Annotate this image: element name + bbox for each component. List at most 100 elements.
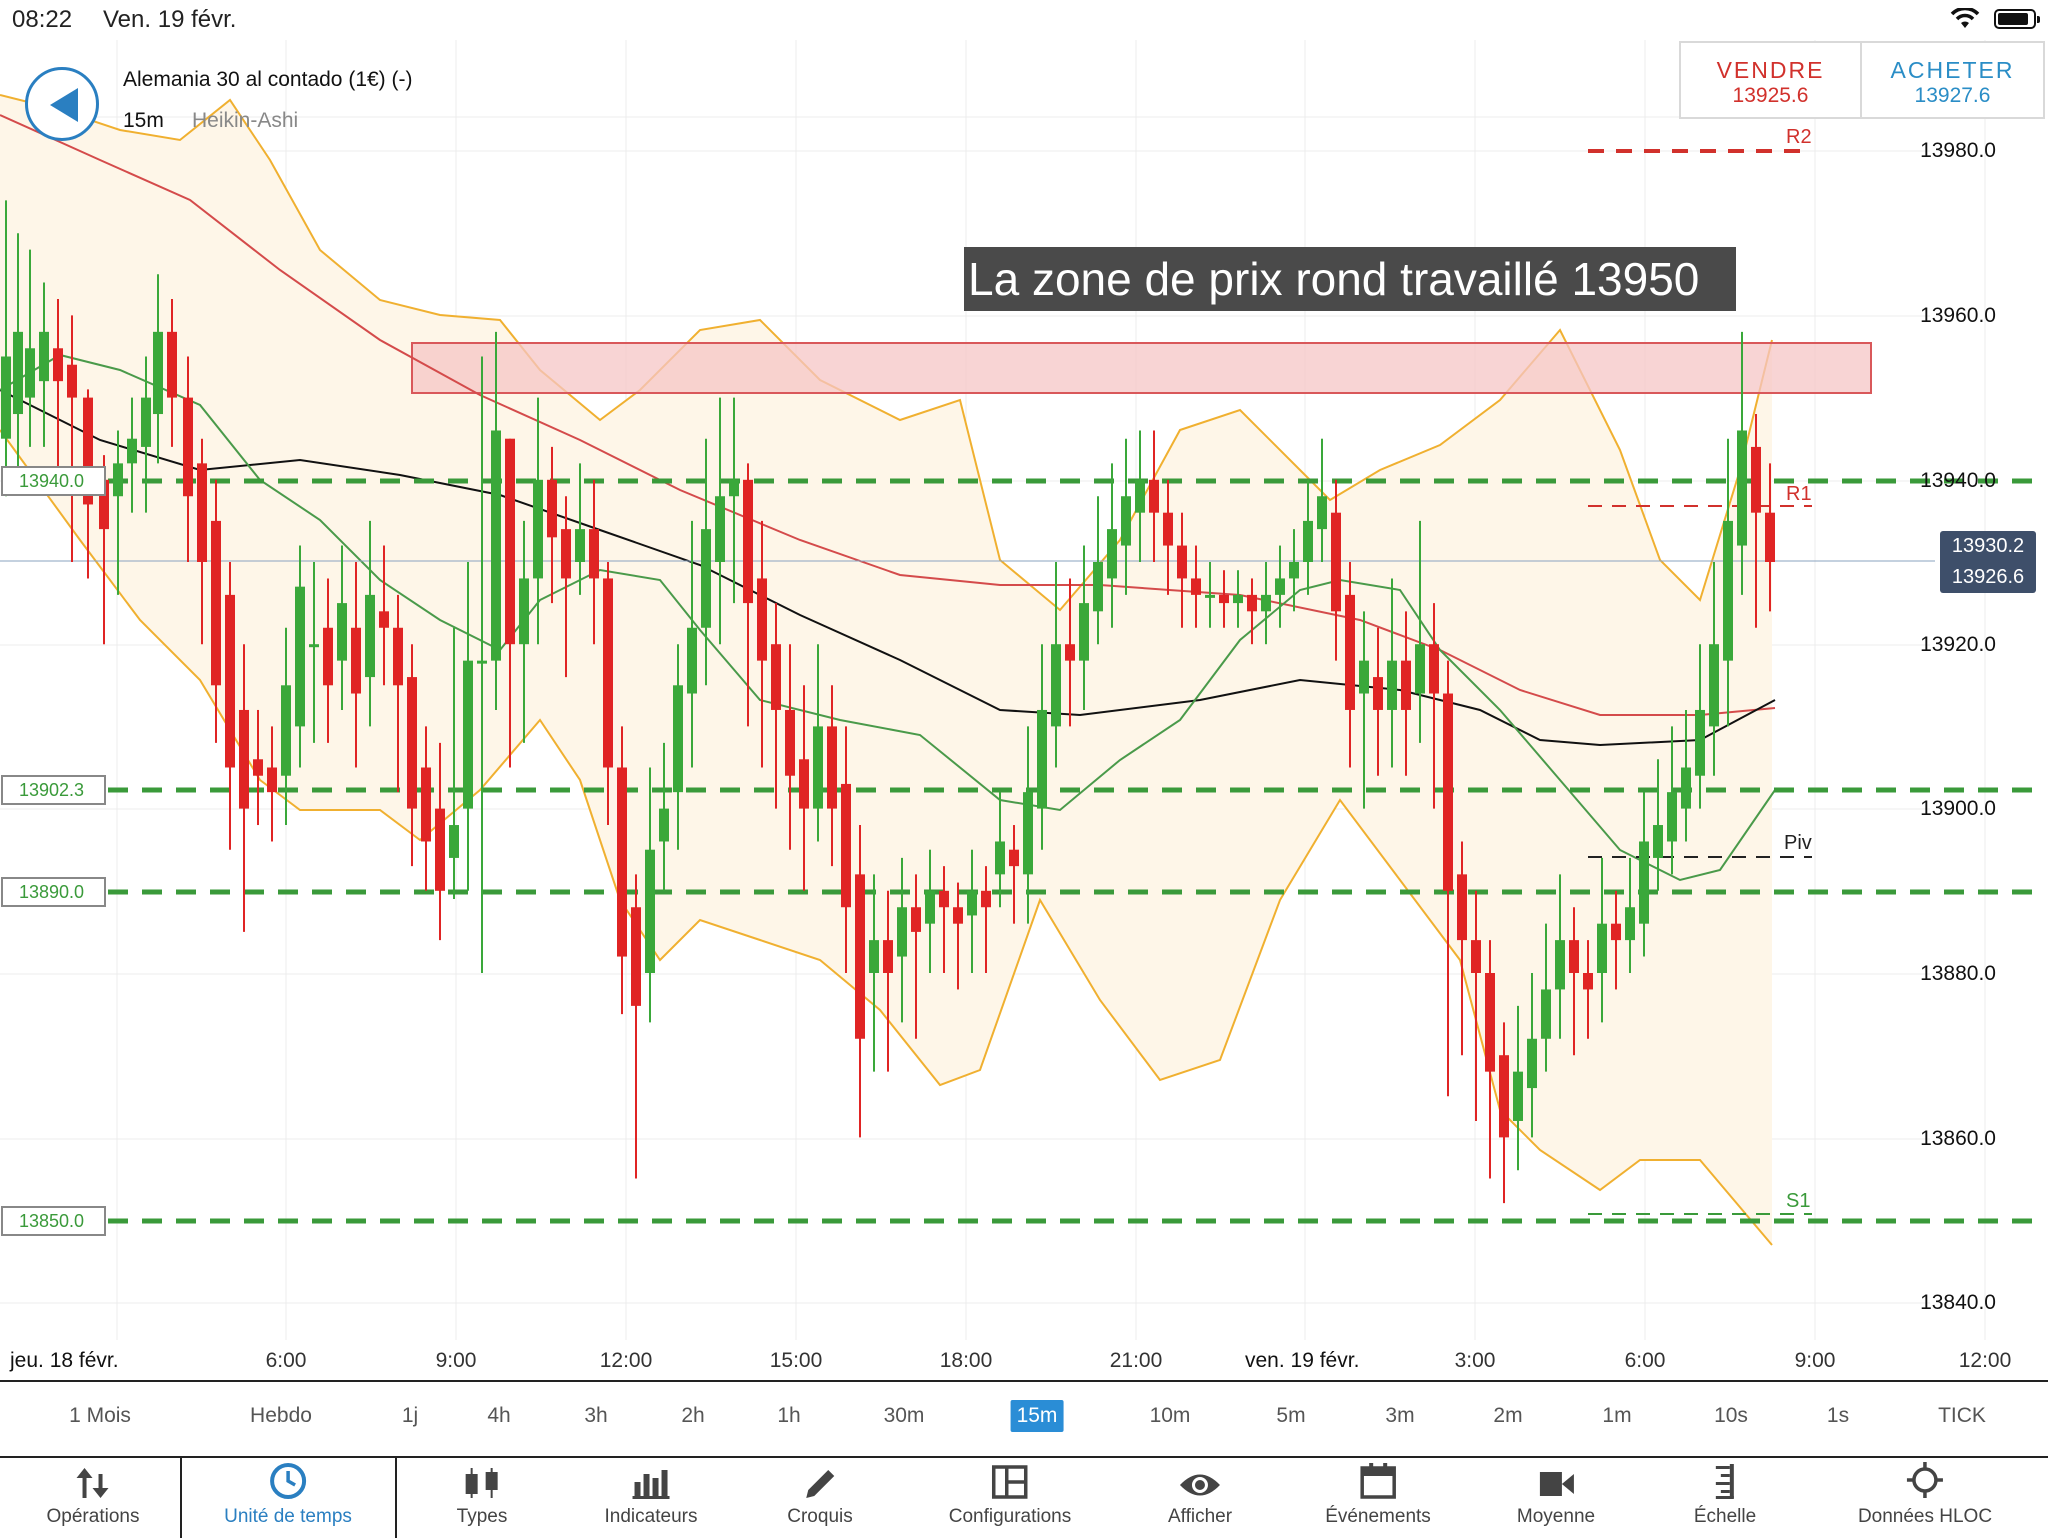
chart-type-label: Heikin-Ashi xyxy=(192,109,299,132)
interval-3m[interactable]: 3m xyxy=(1385,1404,1415,1427)
candle-body xyxy=(1191,578,1201,595)
level-box[interactable]: 13902.3 xyxy=(1,775,106,805)
price-chart[interactable] xyxy=(0,0,2048,1380)
candle-body xyxy=(1457,874,1467,941)
candles-icon xyxy=(465,1468,498,1498)
hloc-data-button[interactable]: Données HLOC xyxy=(1858,1458,1992,1538)
sketch-label: Croquis xyxy=(787,1506,853,1527)
candle-body xyxy=(1415,644,1425,694)
candle-body xyxy=(1121,496,1131,546)
interval-4h[interactable]: 4h xyxy=(487,1404,511,1427)
level-box[interactable]: 13850.0 xyxy=(1,1206,106,1236)
display-label: Afficher xyxy=(1167,1506,1233,1527)
scale-button[interactable]: Échelle xyxy=(1694,1458,1756,1538)
candle-body xyxy=(1765,512,1775,562)
wifi-icon xyxy=(1950,6,1980,35)
interval-30m[interactable]: 30m xyxy=(883,1404,925,1427)
candle-body xyxy=(407,677,417,809)
hloc-data-label: Données HLOC xyxy=(1857,1506,1993,1527)
date-label: ven. 19 févr. xyxy=(1245,1349,1360,1372)
candle-body xyxy=(1373,677,1383,710)
interval-2h[interactable]: 2h xyxy=(681,1404,705,1427)
candle-body xyxy=(1583,973,1593,990)
pivot-piv-label: Piv xyxy=(1784,832,1812,854)
timeframe-button[interactable]: Unité de temps xyxy=(224,1458,352,1538)
interval-1h[interactable]: 1h xyxy=(777,1404,801,1427)
interval-15m[interactable]: 15m xyxy=(1010,1400,1064,1432)
sell-button[interactable]: VENDRE 13925.6 xyxy=(1679,41,1862,119)
candle-body xyxy=(729,479,739,497)
types-button[interactable]: Types xyxy=(456,1458,508,1538)
candle-body xyxy=(659,808,669,842)
candle-body xyxy=(1737,430,1747,546)
candle-body xyxy=(39,331,49,382)
types-label: Types xyxy=(456,1506,508,1527)
candle-body xyxy=(519,578,529,645)
candle-body xyxy=(1401,660,1411,710)
price-axis-label: 13860.0 xyxy=(1920,1127,1996,1150)
interval-1s[interactable]: 1s xyxy=(1826,1404,1850,1427)
interval-1m[interactable]: 1m xyxy=(1602,1404,1632,1427)
interval-5m[interactable]: 5m xyxy=(1276,1404,1306,1427)
candle-body xyxy=(1667,792,1677,842)
level-box[interactable]: 13940.0 xyxy=(1,466,106,496)
candle-body xyxy=(211,520,221,686)
interval-tick[interactable]: TICK xyxy=(1938,1404,1986,1427)
operations-button[interactable]: Opérations xyxy=(47,1458,139,1538)
candle-body xyxy=(883,940,893,973)
interval-1-month[interactable]: 1 Mois xyxy=(69,1404,131,1427)
candle-body xyxy=(1317,496,1327,530)
layout-icon xyxy=(992,1465,1028,1499)
back-button[interactable] xyxy=(25,67,99,141)
candle-body xyxy=(491,430,501,661)
candle-body xyxy=(309,644,319,648)
status-date: Ven. 19 févr. xyxy=(103,6,237,33)
candle-body xyxy=(295,586,305,727)
candle-body xyxy=(533,479,543,579)
candle-body xyxy=(505,438,515,645)
level-box[interactable]: 13890.0 xyxy=(1,877,106,907)
interval-3h[interactable]: 3h xyxy=(584,1404,608,1427)
indicators-button[interactable]: Indicateurs xyxy=(604,1458,698,1538)
candle-body xyxy=(1709,644,1719,727)
candle-body xyxy=(1597,923,1607,973)
candle-body xyxy=(981,890,991,908)
candle-body xyxy=(1625,907,1635,941)
candle-body xyxy=(1289,562,1299,579)
bottom-toolbar: Opérations Unité de temps Types Indicate… xyxy=(0,1456,2048,1538)
ma-black-line xyxy=(0,389,1776,747)
interval-10s[interactable]: 10s xyxy=(1714,1404,1748,1427)
candle-body xyxy=(99,479,109,530)
interval-2m[interactable]: 2m xyxy=(1493,1404,1523,1427)
interval-1d[interactable]: 1j xyxy=(401,1404,419,1427)
sketch-button[interactable]: Croquis xyxy=(787,1458,853,1538)
candle-body xyxy=(603,578,613,768)
average-label: Moyenne xyxy=(1516,1506,1596,1527)
buy-button[interactable]: ACHETER 13927.6 xyxy=(1862,41,2045,119)
indicators-label: Indicateurs xyxy=(604,1506,698,1527)
configurations-button[interactable]: Configurations xyxy=(949,1458,1071,1538)
candle-body xyxy=(925,890,935,924)
display-button[interactable]: Afficher xyxy=(1168,1458,1232,1538)
crosshair-icon xyxy=(1907,1462,1943,1498)
candle-body xyxy=(911,907,921,932)
candle-body xyxy=(1149,479,1159,513)
candle-body xyxy=(1247,594,1257,612)
candle-body xyxy=(1513,1071,1523,1121)
candle-body xyxy=(1009,849,1019,867)
interval-10m[interactable]: 10m xyxy=(1149,1404,1191,1427)
price-axis-label: 13920.0 xyxy=(1920,633,1996,656)
time-axis-label: 6:00 xyxy=(1624,1349,1666,1372)
pivot-s1-label: S1 xyxy=(1786,1190,1811,1212)
candle-body xyxy=(1387,660,1397,710)
candle-body xyxy=(1135,479,1145,513)
candle-body xyxy=(1261,594,1271,612)
candle-body xyxy=(1569,940,1579,973)
average-button[interactable]: Moyenne xyxy=(1517,1458,1595,1538)
candle-body xyxy=(687,627,697,694)
pivot-r1-label: R1 xyxy=(1786,483,1812,505)
interval-weekly[interactable]: Hebdo xyxy=(250,1404,312,1427)
buy-label: ACHETER xyxy=(1890,57,2015,83)
events-button[interactable]: Événements xyxy=(1325,1458,1431,1538)
candle-body xyxy=(1345,594,1355,710)
